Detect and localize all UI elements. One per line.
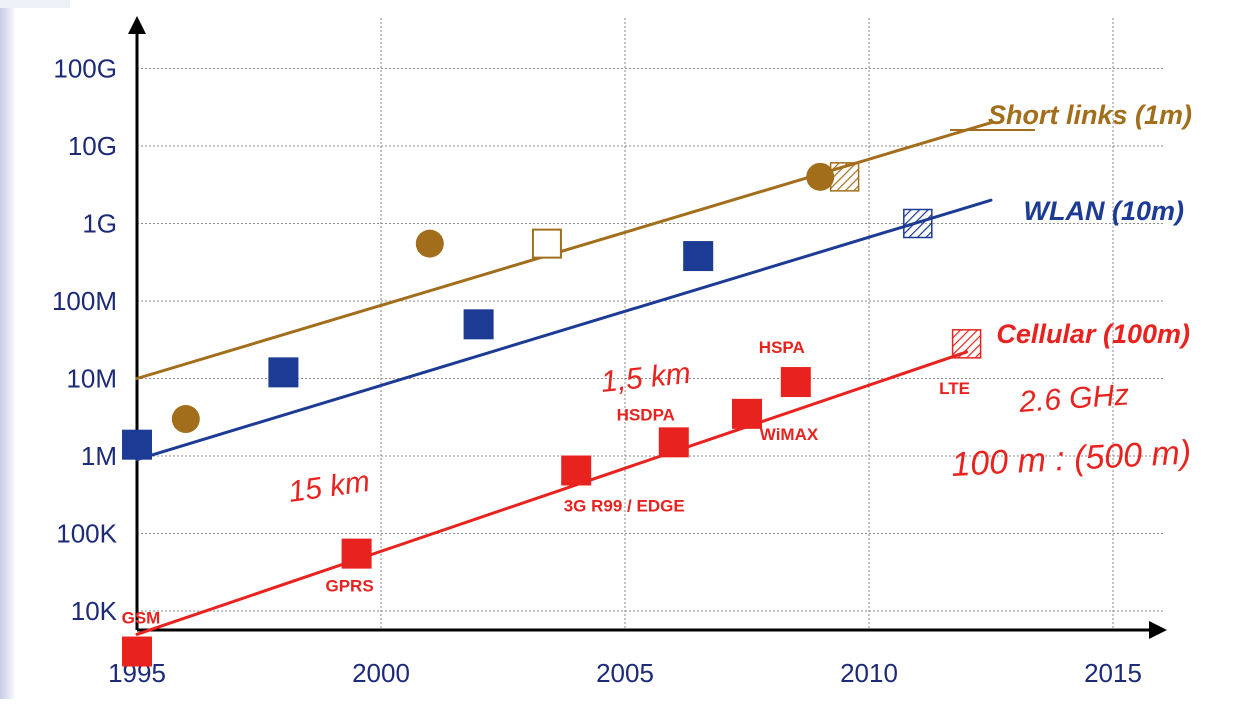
data-point-square (122, 636, 152, 667)
y-tick-label: 10M (66, 364, 117, 394)
x-tick-label: 2000 (352, 658, 410, 688)
data-point-circle (806, 162, 835, 191)
data-point-square (463, 309, 494, 340)
slide-edge-decoration (0, 0, 14, 699)
y-tick-label: 10G (68, 131, 117, 161)
axes (128, 16, 1167, 639)
handwritten-note: 2.6 GHz (1017, 378, 1130, 419)
point-label: GPRS (326, 577, 374, 596)
data-point-square (732, 398, 762, 429)
y-tick-label: 1M (81, 441, 117, 471)
data-point-circle (171, 405, 200, 434)
x-tick-label: 2005 (596, 658, 654, 688)
series-label: Short links (1m) (988, 100, 1192, 130)
gridlines (137, 18, 1165, 630)
x-tick-label: 2015 (1084, 658, 1142, 688)
data-point-hatched-square (829, 162, 860, 192)
x-axis-arrow (1149, 621, 1167, 639)
data-points (122, 162, 982, 667)
point-label: WiMAX (760, 425, 819, 444)
y-tick-label: 10K (71, 596, 118, 626)
point-label: HSDPA (617, 405, 675, 424)
x-tick-label: 2010 (840, 658, 898, 688)
y-tick-label: 1G (82, 209, 117, 239)
trend-line (135, 350, 969, 636)
trend-line (135, 198, 993, 462)
point-label: LTE (939, 379, 970, 398)
data-point-square (341, 538, 372, 569)
data-point-square (268, 357, 299, 388)
point-labels: GSM GPRS 3G R99 / EDGE HSDPA WiMAX HSPA LTE (122, 338, 970, 627)
handwritten-note: 100 m : (500 m) (950, 433, 1192, 484)
data-point-square (561, 455, 592, 486)
series-label: Cellular (100m) (996, 319, 1190, 349)
y-tick-label: 100M (52, 286, 117, 316)
point-label: HSPA (759, 338, 805, 357)
y-tick-label: 100G (53, 54, 117, 84)
data-point-square (658, 427, 689, 458)
point-label: GSM (122, 609, 161, 628)
slide-corner-decoration (0, 0, 70, 8)
data-point-hatched-square (903, 208, 933, 239)
y-axis-arrow (128, 16, 146, 34)
point-label: 3G R99 / EDGE (564, 496, 685, 515)
series-label: WLAN (10m) (1024, 196, 1185, 226)
handwritten-note: 1,5 km (599, 357, 692, 399)
data-point-square (780, 367, 811, 398)
trend-line (135, 121, 993, 380)
series-labels: Short links (1m) WLAN (10m) Cellular (100m… (950, 100, 1192, 349)
handwritten-notes: 1,5 km 15 km 2.6 GHz 100 m : (500 m) (286, 357, 1192, 509)
handwritten-note: 15 km (286, 465, 372, 509)
data-point-hatched-square (951, 329, 982, 359)
data-point-square (683, 241, 714, 272)
data-point-open-square (531, 228, 562, 259)
y-tick-label: 100K (56, 519, 117, 549)
data-point-square (122, 429, 152, 460)
data-point-circle (415, 229, 444, 258)
